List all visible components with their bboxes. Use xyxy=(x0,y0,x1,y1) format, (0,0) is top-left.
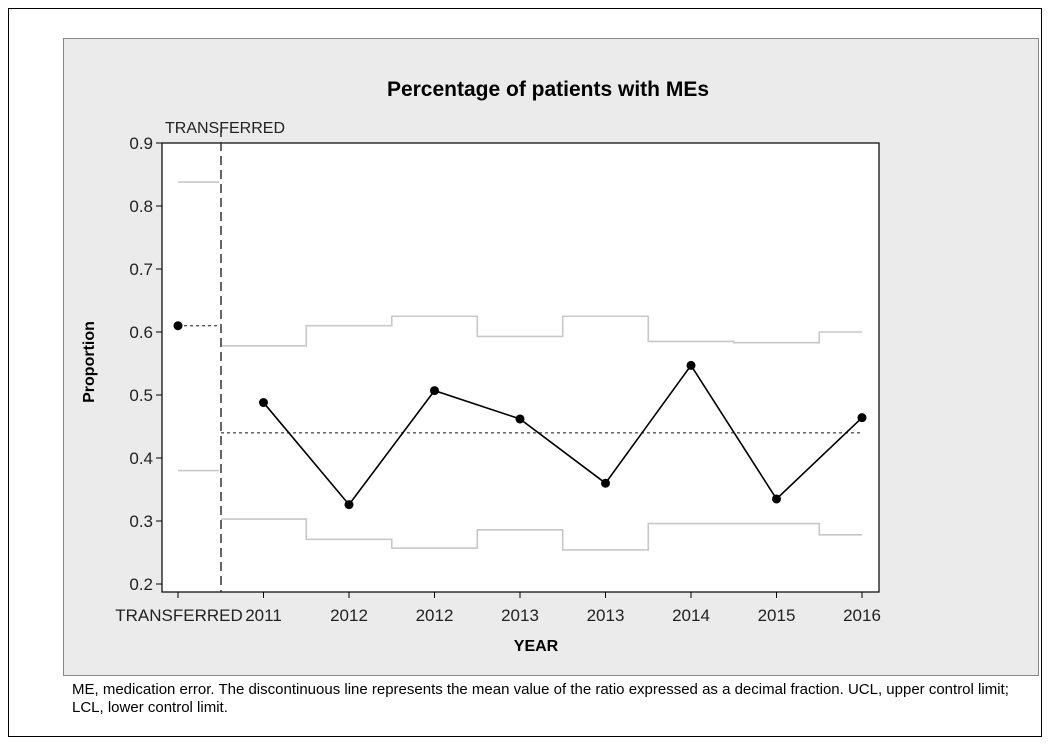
y-tick-label: 0.7 xyxy=(129,260,153,279)
p-chart: Percentage of patients with MEs Proporti… xyxy=(81,78,881,655)
data-point xyxy=(173,321,183,331)
y-tick-label: 0.4 xyxy=(129,449,153,468)
x-tick-label: 2012 xyxy=(416,606,454,625)
data-point xyxy=(430,386,439,396)
y-tick-label: 0.2 xyxy=(129,575,153,594)
data-point xyxy=(515,414,525,424)
x-tick-label: 2016 xyxy=(843,606,881,625)
x-tick-label: 2011 xyxy=(245,606,282,625)
y-axis-title: Proportion xyxy=(81,321,98,403)
y-tick-label: 0.5 xyxy=(129,386,153,405)
data-point xyxy=(686,360,696,370)
x-tick-label: TRANSFERRED xyxy=(115,606,243,625)
x-tick-label: 2013 xyxy=(587,606,625,625)
figure-caption: ME, medication error. The discontinuous … xyxy=(72,681,1009,716)
y-tick-label: 0.3 xyxy=(129,512,153,531)
ucl-line xyxy=(221,315,862,347)
data-point xyxy=(344,500,354,510)
data-point xyxy=(857,413,867,423)
y-tick-label: 0.6 xyxy=(129,323,153,342)
x-axis-title: YEAR xyxy=(514,638,559,655)
data-point xyxy=(601,478,610,488)
stage-annotation: TRANSFERRED xyxy=(165,120,285,137)
data-point xyxy=(259,398,268,408)
x-tick-label: 2012 xyxy=(330,606,368,625)
x-tick-label: 2015 xyxy=(758,606,796,625)
chart-title: Percentage of patients with MEs xyxy=(387,78,709,101)
lcl-line xyxy=(221,518,862,551)
y-tick-label: 0.9 xyxy=(129,134,153,153)
x-tick-label: 2013 xyxy=(501,606,539,625)
plot-area xyxy=(161,142,880,593)
x-tick-label: 2014 xyxy=(672,606,710,625)
series-line xyxy=(262,363,863,506)
y-tick-label: 0.8 xyxy=(129,197,153,216)
data-point xyxy=(772,494,781,504)
